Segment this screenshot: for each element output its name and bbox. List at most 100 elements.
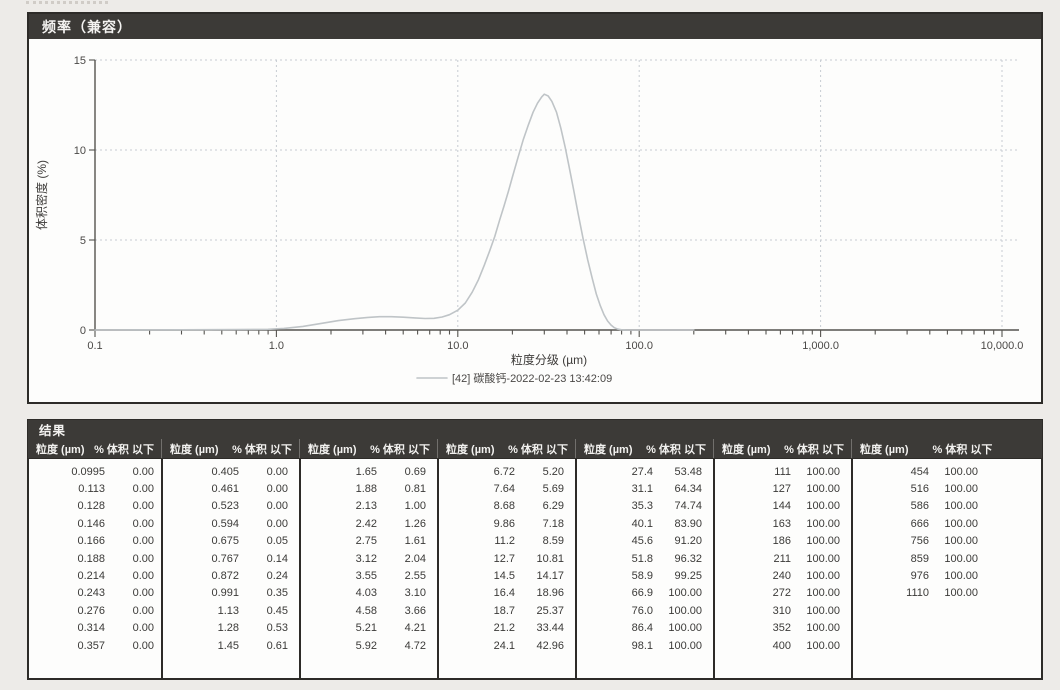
table-row: 186 100.00 [715,533,849,550]
pct-value: 100.00 [806,604,840,617]
pct-value: 2.04 [404,552,426,565]
results-header-group: 粒度 (µm) % 体积 以下 [576,439,714,458]
table-row: 45.6 91.20 [577,533,711,550]
col-header-pct: % 体积 以下 [784,443,844,456]
table-row: 0.357 0.00 [29,637,163,654]
pct-value: 1.61 [404,535,426,548]
x-axis-label: 粒度分级 (µm) [511,352,587,367]
table-row: 0.872 0.24 [163,567,297,584]
size-value: 24.1 [493,639,515,652]
col-header-pct: % 体积 以下 [94,443,154,456]
size-value: 111 [774,465,791,478]
pct-value: 100.00 [806,465,840,478]
pct-value: 100.00 [806,622,840,635]
size-value: 2.42 [355,517,377,530]
table-row: 35.3 74.74 [577,498,711,515]
size-value: 186 [772,535,791,548]
pct-value: 96.32 [674,552,702,565]
size-value: 0.113 [78,483,105,496]
table-row: 144 100.00 [715,498,849,515]
size-value: 58.9 [631,570,653,583]
pct-value: 0.69 [404,465,426,478]
table-row: 1110 100.00 [853,585,987,602]
size-value: 5.92 [355,639,377,652]
size-value: 211 [773,552,791,565]
size-value: 516 [910,483,929,496]
pct-value: 0.00 [132,465,154,478]
results-column-group: 0.0995 0.00 0.113 0.00 0.128 0.00 0.146 0.00 0.1… [29,459,163,678]
results-header-group: 粒度 (µm) % 体积 以下 [714,439,852,458]
pct-value: 74.74 [674,500,702,513]
results-header-group: 粒度 (µm) % 体积 以下 [300,439,438,458]
size-value: 1.28 [217,622,239,635]
x-tick-label: 10.0 [447,340,468,352]
table-row: 2.42 1.26 [301,515,435,532]
pct-value: 0.61 [266,639,288,652]
pct-value: 33.44 [536,622,564,635]
size-value: 66.9 [631,587,653,600]
table-row: 666 100.00 [853,515,987,532]
size-value: 16.4 [493,587,515,600]
size-value: 12.7 [493,552,515,565]
table-row: 111 100.00 [715,463,849,480]
size-value: 27.4 [631,465,653,478]
frequency-panel-title: 频率（兼容） [29,14,1041,39]
pct-value: 100.00 [668,587,702,600]
pct-value: 0.00 [132,622,154,635]
pct-value: 64.34 [674,483,702,496]
size-value: 51.8 [631,552,653,565]
size-value: 98.1 [631,639,653,652]
pct-value: 0.14 [266,552,288,565]
x-tick-label: 0.1 [87,340,102,352]
pct-value: 0.00 [132,517,154,530]
table-row: 5.21 4.21 [301,620,435,637]
pct-value: 10.81 [536,552,564,565]
table-row: 1.28 0.53 [163,620,297,637]
y-tick-label: 15 [74,55,86,67]
table-row: 127 100.00 [715,480,849,497]
table-row: 98.1 100.00 [577,637,711,654]
results-column-group: 27.4 53.48 31.1 64.34 35.3 74.74 40.1 83.90 45.6… [577,459,715,678]
pct-value: 0.00 [132,604,154,617]
pct-value: 100.00 [806,535,840,548]
size-value: 21.2 [493,622,515,635]
table-row: 12.7 10.81 [439,550,573,567]
pct-value: 100.00 [806,483,840,496]
frequency-panel: 频率（兼容） 0.1 1.0 10.0 100.0 1,000.0 10,000.0 0 5 1… [27,12,1043,404]
table-row: 66.9 100.00 [577,585,711,602]
size-value: 40.1 [631,517,653,530]
size-value: 1.65 [355,465,377,478]
table-row: 2.13 1.00 [301,498,435,515]
pct-value: 0.00 [266,483,288,496]
x-tick-label: 10,000.0 [981,340,1024,352]
x-tick-label: 100.0 [625,340,653,352]
pct-value: 0.05 [266,535,288,548]
pct-value: 4.21 [404,622,426,635]
table-row: 58.9 99.25 [577,567,711,584]
pct-value: 0.00 [132,639,154,652]
y-tick-label: 10 [74,145,86,157]
y-tick-label: 0 [80,325,86,337]
pct-value: 2.55 [404,570,426,583]
table-row: 7.64 5.69 [439,480,573,497]
pct-value: 0.53 [266,622,288,635]
pct-value: 53.48 [674,465,702,478]
size-value: 310 [772,604,791,617]
table-row: 9.86 7.18 [439,515,573,532]
size-value: 144 [772,500,791,513]
table-row: 0.594 0.00 [163,515,297,532]
pct-value: 0.00 [132,535,154,548]
pct-value: 4.72 [404,639,426,652]
col-header-pct: % 体积 以下 [370,443,430,456]
pct-value: 100.00 [668,639,702,652]
pct-value: 100.00 [944,587,978,600]
table-row: 4.03 3.10 [301,585,435,602]
size-value: 0.314 [77,622,105,635]
results-header-group: 粒度 (µm) % 体积 以下 [852,439,1042,458]
pct-value: 1.00 [404,500,426,513]
pct-value: 100.00 [668,622,702,635]
pct-value: 100.00 [944,535,978,548]
size-value: 352 [772,622,791,635]
pct-value: 100.00 [806,552,840,565]
table-row: 6.72 5.20 [439,463,573,480]
